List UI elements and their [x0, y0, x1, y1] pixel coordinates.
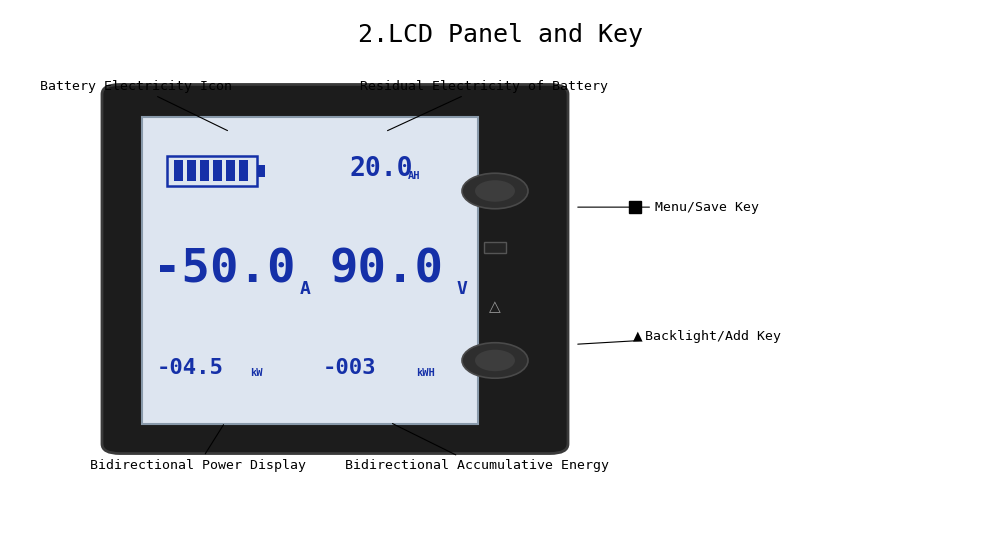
Text: 20.0: 20.0	[350, 157, 413, 182]
FancyBboxPatch shape	[102, 84, 568, 454]
Text: Battery Electricity Icon: Battery Electricity Icon	[40, 80, 232, 131]
Text: -003: -003	[323, 358, 376, 378]
Text: Bidirectional Power Display: Bidirectional Power Display	[90, 424, 306, 472]
FancyBboxPatch shape	[142, 117, 478, 424]
Text: -04.5: -04.5	[157, 358, 224, 378]
Text: -50.0: -50.0	[153, 248, 296, 293]
Text: AH: AH	[408, 171, 420, 181]
Text: kWH: kWH	[416, 368, 435, 378]
Circle shape	[462, 343, 528, 378]
Bar	[257, 165, 265, 177]
Text: A: A	[300, 280, 311, 298]
Bar	[200, 160, 209, 181]
Text: △: △	[489, 299, 501, 314]
Bar	[213, 160, 222, 181]
Bar	[174, 160, 183, 181]
Text: Menu/Save Key: Menu/Save Key	[578, 201, 759, 214]
Circle shape	[475, 180, 515, 202]
Text: Backlight/Add Key: Backlight/Add Key	[578, 330, 781, 344]
Text: 90.0: 90.0	[330, 248, 444, 293]
Bar	[484, 242, 506, 253]
Bar	[239, 160, 248, 181]
Text: Residual Electricity of Battery: Residual Electricity of Battery	[360, 80, 608, 131]
Bar	[226, 160, 235, 181]
Text: V: V	[457, 280, 468, 298]
Bar	[187, 160, 196, 181]
Text: kW: kW	[250, 368, 262, 378]
Circle shape	[475, 350, 515, 371]
Text: 2.LCD Panel and Key: 2.LCD Panel and Key	[358, 23, 642, 47]
Text: Bidirectional Accumulative Energy: Bidirectional Accumulative Energy	[345, 423, 609, 472]
Circle shape	[462, 173, 528, 209]
Text: ▲: ▲	[633, 330, 643, 343]
